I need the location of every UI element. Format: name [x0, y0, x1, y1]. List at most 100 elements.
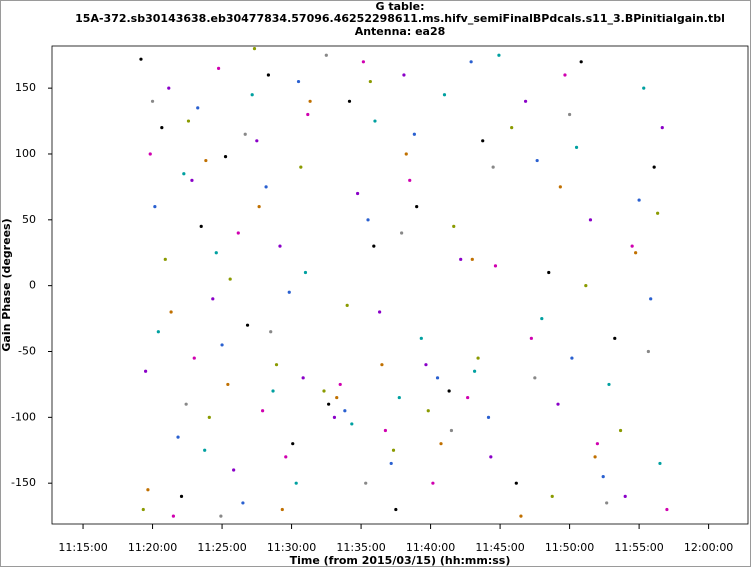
chart-title: 15A-372.sb30143638.eb30477834.57096.4625… [75, 12, 725, 25]
data-point [366, 218, 370, 222]
y-tick-label: 100 [15, 147, 36, 160]
data-point [481, 139, 485, 143]
data-point [294, 481, 298, 485]
data-point [665, 507, 669, 512]
data-point [372, 244, 376, 248]
data-point [156, 330, 160, 334]
x-tick-label: 11:20:00 [128, 541, 177, 554]
data-point [274, 363, 279, 367]
data-point [146, 488, 150, 492]
data-point [190, 178, 194, 182]
data-point [510, 126, 514, 130]
data-point [368, 79, 372, 84]
data-point [466, 395, 470, 400]
chart-title: G table: [375, 0, 424, 13]
data-point [347, 99, 352, 103]
data-point [199, 224, 203, 229]
data-point [335, 395, 339, 400]
data-point [204, 158, 208, 163]
data-point [220, 343, 224, 347]
data-point [144, 369, 148, 373]
y-tick-label: 0 [29, 279, 36, 292]
data-point [540, 316, 544, 321]
x-tick-label: 11:45:00 [475, 541, 524, 554]
data-point [228, 277, 232, 281]
data-point [303, 270, 308, 275]
data-point [449, 428, 454, 433]
y-tick-label: 50 [22, 213, 36, 226]
data-point [373, 119, 377, 123]
data-point [567, 112, 572, 117]
data-point [287, 290, 291, 294]
data-point [280, 507, 284, 512]
data-point [160, 126, 164, 130]
data-point [322, 389, 326, 393]
data-point [447, 389, 451, 393]
y-tick-label: -50 [18, 344, 36, 357]
data-point [431, 481, 435, 485]
data-point [291, 442, 295, 446]
data-point [584, 284, 588, 288]
data-point [245, 323, 250, 327]
data-point [570, 356, 574, 360]
data-point [412, 132, 416, 136]
data-point [489, 455, 493, 459]
x-tick-label: 12:00:00 [684, 541, 733, 554]
data-point [459, 257, 463, 261]
data-point [389, 461, 393, 466]
data-point [563, 73, 567, 77]
data-point [378, 310, 382, 314]
data-point [426, 409, 430, 413]
data-point [424, 363, 428, 367]
data-point [308, 99, 312, 103]
data-point [402, 73, 406, 77]
data-point [255, 139, 259, 143]
data-point [271, 389, 275, 393]
data-point [163, 257, 167, 261]
data-point [550, 494, 554, 498]
data-point [252, 47, 257, 51]
data-point [179, 494, 184, 498]
x-tick-label: 11:40:00 [406, 541, 455, 554]
data-point [139, 57, 143, 61]
data-point [658, 461, 662, 466]
data-point [153, 205, 157, 209]
data-point [207, 415, 211, 419]
x-tick-label: 11:15:00 [58, 541, 107, 554]
data-point [324, 53, 328, 57]
data-point [219, 514, 223, 518]
data-point [637, 198, 641, 202]
data-point [169, 310, 173, 314]
data-point [364, 481, 368, 485]
data-point [232, 468, 236, 472]
data-point [299, 165, 303, 169]
data-point [214, 251, 218, 255]
data-point [216, 66, 221, 70]
data-point [284, 455, 288, 459]
data-point [223, 155, 228, 159]
data-point [356, 191, 360, 196]
data-point [646, 349, 650, 354]
data-point [350, 422, 354, 426]
data-point [186, 119, 191, 123]
data-point [394, 507, 398, 512]
data-point [176, 435, 180, 439]
data-point [338, 382, 342, 387]
data-point [383, 428, 388, 433]
data-point [306, 112, 310, 117]
data-point [613, 336, 617, 340]
data-point [473, 369, 477, 373]
x-tick-label: 11:55:00 [614, 541, 663, 554]
data-point [211, 297, 215, 301]
data-point [652, 165, 656, 169]
x-tick-label: 11:50:00 [545, 541, 594, 554]
data-point [649, 297, 653, 301]
data-point [588, 218, 593, 222]
data-point [236, 231, 240, 235]
data-point [601, 474, 605, 479]
data-point [150, 99, 155, 103]
y-tick-label: -100 [11, 410, 36, 423]
data-point [327, 402, 331, 406]
data-point [226, 382, 230, 387]
